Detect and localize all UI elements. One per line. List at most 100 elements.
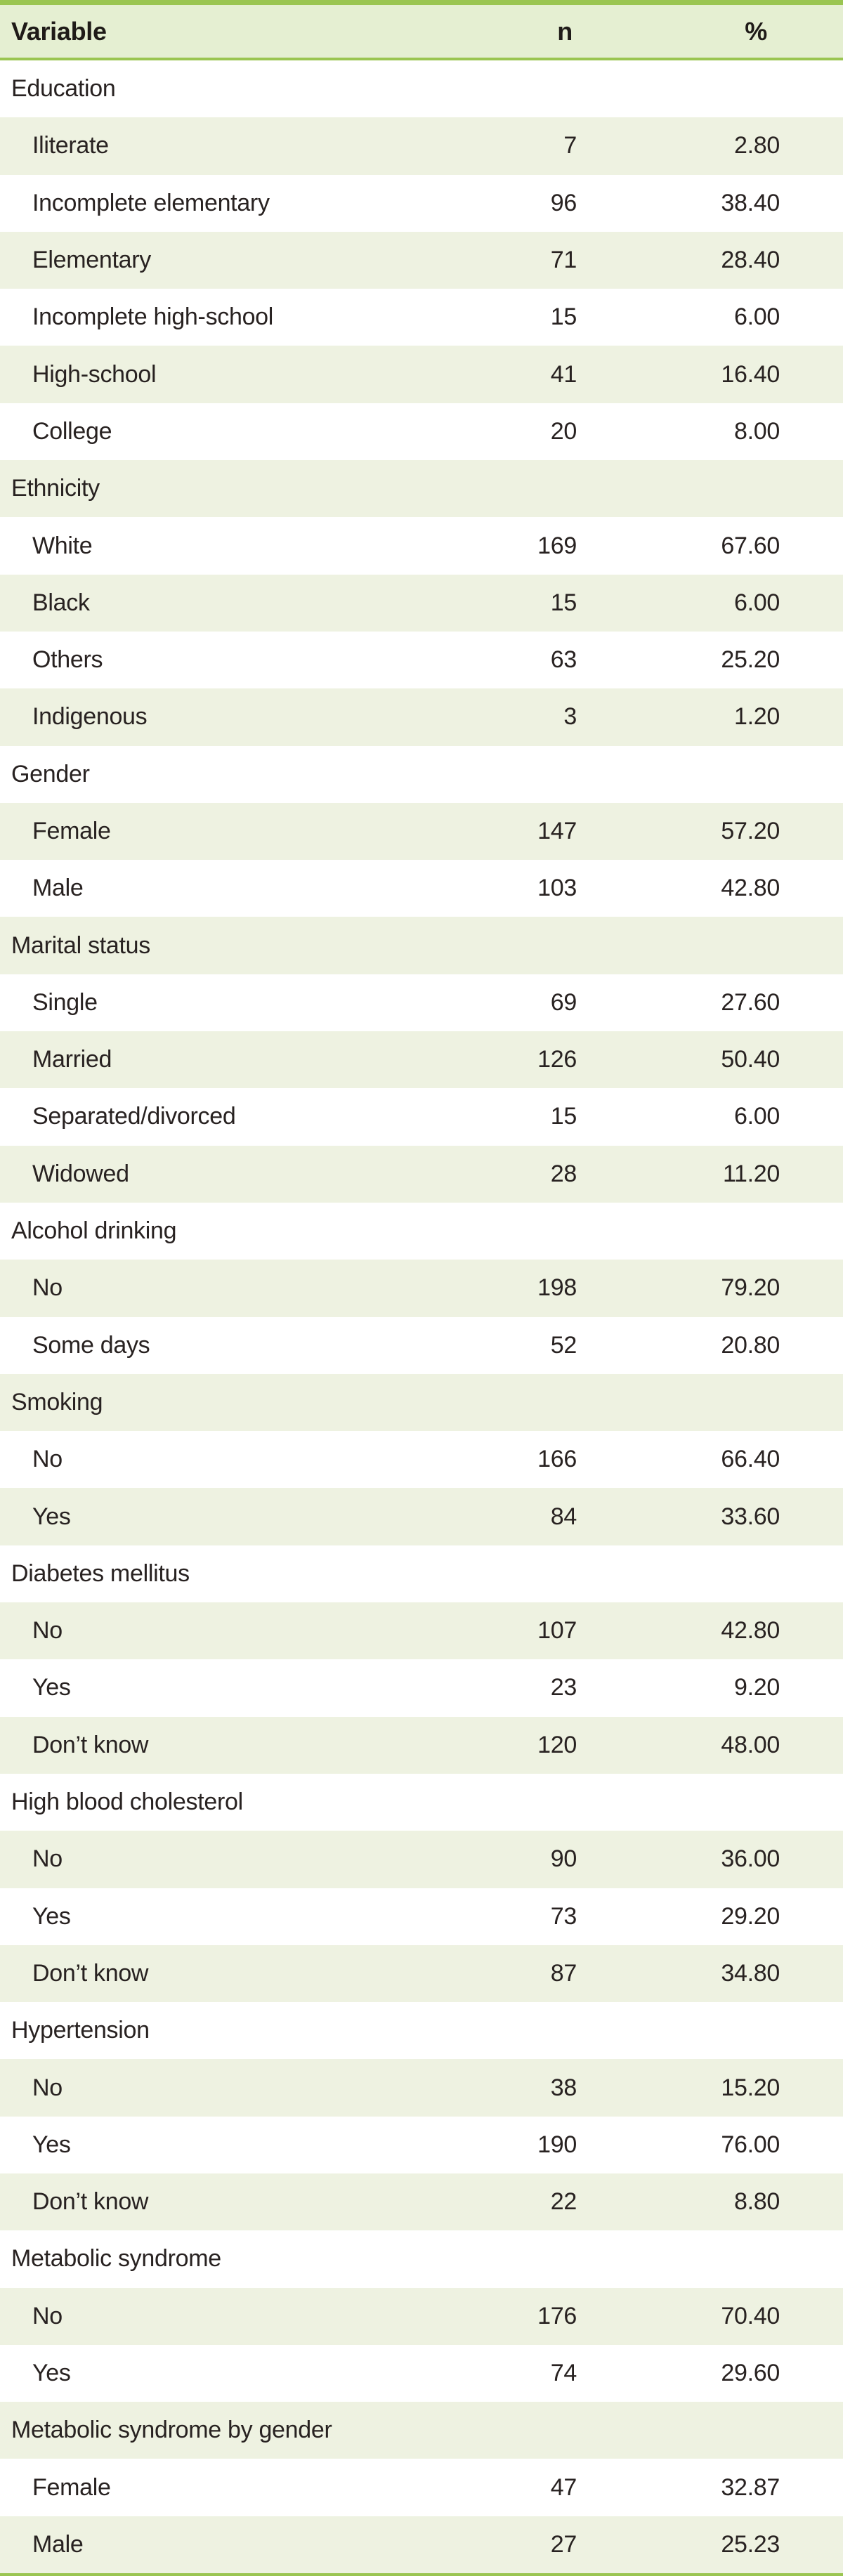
n-cell: 120 bbox=[537, 1731, 577, 1758]
section-label: Smoking bbox=[11, 1388, 103, 1416]
variable-cell: Male bbox=[32, 2530, 84, 2558]
variable-cell: Single bbox=[32, 988, 98, 1016]
table-row: White 169 67.60 bbox=[0, 517, 843, 575]
variable-cell: High-school bbox=[32, 360, 157, 388]
variable-cell: No bbox=[32, 1617, 63, 1645]
section-row: Smoking bbox=[0, 1373, 843, 1432]
table-row: Incomplete elementary 96 38.40 bbox=[0, 174, 843, 232]
variable-cell: Widowed bbox=[32, 1160, 129, 1187]
column-header-percent: % bbox=[745, 16, 767, 46]
section-row: Metabolic syndrome by gender bbox=[0, 2402, 843, 2459]
variable-cell: No bbox=[32, 1274, 63, 1302]
variable-cell: Incomplete elementary bbox=[32, 189, 270, 216]
percent-cell: 6.00 bbox=[734, 303, 780, 331]
n-cell: 190 bbox=[537, 2131, 577, 2158]
table-row: Male 27 25.23 bbox=[0, 2516, 843, 2574]
variable-cell: Yes bbox=[32, 2131, 71, 2158]
variable-cell: No bbox=[32, 2302, 63, 2329]
table-row: No 198 79.20 bbox=[0, 1260, 843, 1317]
table-row: No 176 70.40 bbox=[0, 2287, 843, 2345]
table-row: No 38 15.20 bbox=[0, 2059, 843, 2117]
variable-cell: Incomplete high-school bbox=[32, 303, 274, 331]
percent-cell: 11.20 bbox=[722, 1160, 780, 1187]
percent-cell: 16.40 bbox=[721, 360, 780, 388]
table-row: No 90 36.00 bbox=[0, 1831, 843, 1888]
percent-cell: 70.40 bbox=[721, 2302, 780, 2329]
table-row: No 107 42.80 bbox=[0, 1602, 843, 1660]
n-cell: 166 bbox=[537, 1446, 577, 1473]
n-cell: 28 bbox=[550, 1160, 577, 1187]
variable-cell: Iliterate bbox=[32, 132, 109, 159]
percent-cell: 42.80 bbox=[721, 875, 780, 902]
section-row: Ethnicity bbox=[0, 460, 843, 518]
column-header-n: n bbox=[557, 16, 573, 46]
n-cell: 22 bbox=[550, 2188, 577, 2216]
section-label: Marital status bbox=[11, 931, 150, 959]
n-cell: 84 bbox=[550, 1503, 577, 1530]
variable-cell: Black bbox=[32, 589, 90, 616]
n-cell: 15 bbox=[550, 1103, 577, 1130]
table-row: Female 47 32.87 bbox=[0, 2459, 843, 2516]
section-row: High blood cholesterol bbox=[0, 1773, 843, 1831]
percent-cell: 6.00 bbox=[734, 589, 780, 616]
percent-cell: 9.20 bbox=[734, 1674, 780, 1701]
n-cell: 90 bbox=[550, 1845, 577, 1873]
table-row: Widowed 28 11.20 bbox=[0, 1145, 843, 1203]
table-row: Don’t know 87 34.80 bbox=[0, 1944, 843, 2003]
percent-cell: 29.60 bbox=[721, 2360, 780, 2387]
percent-cell: 32.87 bbox=[721, 2473, 780, 2501]
column-header-variable: Variable bbox=[11, 16, 107, 46]
table-row: Others 63 25.20 bbox=[0, 631, 843, 689]
variable-cell: Married bbox=[32, 1046, 112, 1073]
section-label: Education bbox=[11, 75, 116, 103]
n-cell: 41 bbox=[550, 360, 577, 388]
table-row: Yes 190 76.00 bbox=[0, 2116, 843, 2173]
variable-cell: Elementary bbox=[32, 247, 151, 274]
section-row: Metabolic syndrome bbox=[0, 2230, 843, 2288]
table-row: No 166 66.40 bbox=[0, 1431, 843, 1489]
table-row: Single 69 27.60 bbox=[0, 974, 843, 1032]
percent-cell: 1.20 bbox=[734, 703, 780, 731]
section-row: Diabetes mellitus bbox=[0, 1545, 843, 1603]
table-row: High-school 41 16.40 bbox=[0, 346, 843, 403]
n-cell: 74 bbox=[550, 2360, 577, 2387]
variable-cell: Don’t know bbox=[32, 1731, 149, 1758]
table-row: Male 103 42.80 bbox=[0, 860, 843, 917]
n-cell: 107 bbox=[537, 1617, 577, 1645]
section-row: Gender bbox=[0, 745, 843, 803]
variable-cell: Yes bbox=[32, 1503, 71, 1530]
n-cell: 71 bbox=[550, 247, 577, 274]
percent-cell: 79.20 bbox=[721, 1274, 780, 1302]
table-body: Education Iliterate 7 2.80 Incomplete elemen… bbox=[0, 60, 843, 2574]
variable-cell: Female bbox=[32, 818, 111, 844]
percent-cell: 15.20 bbox=[721, 2074, 780, 2101]
variable-cell: White bbox=[32, 532, 93, 559]
percent-cell: 42.80 bbox=[721, 1617, 780, 1645]
n-cell: 198 bbox=[537, 1274, 577, 1302]
table-row: Black 15 6.00 bbox=[0, 574, 843, 632]
table-row: Elementary 71 28.40 bbox=[0, 231, 843, 289]
percent-cell: 27.60 bbox=[721, 988, 780, 1016]
table-row: College 20 8.00 bbox=[0, 403, 843, 461]
n-cell: 7 bbox=[563, 132, 577, 159]
percent-cell: 34.80 bbox=[721, 1959, 780, 1987]
percent-cell: 38.40 bbox=[721, 189, 780, 216]
section-label: High blood cholesterol bbox=[11, 1789, 243, 1816]
variable-cell: Others bbox=[32, 646, 103, 674]
n-cell: 47 bbox=[550, 2473, 577, 2501]
variable-cell: Don’t know bbox=[32, 1959, 149, 1987]
percent-cell: 29.20 bbox=[721, 1902, 780, 1930]
n-cell: 15 bbox=[550, 589, 577, 616]
section-label: Alcohol drinking bbox=[11, 1217, 177, 1245]
variable-cell: Female bbox=[32, 2473, 111, 2501]
section-row: Marital status bbox=[0, 917, 843, 974]
percent-cell: 66.40 bbox=[721, 1446, 780, 1473]
section-row: Hypertension bbox=[0, 2002, 843, 2060]
table-row: Yes 84 33.60 bbox=[0, 1488, 843, 1545]
n-cell: 3 bbox=[563, 703, 577, 731]
percent-cell: 6.00 bbox=[734, 1103, 780, 1130]
variable-cell: Indigenous bbox=[32, 703, 148, 731]
section-label: Metabolic syndrome bbox=[11, 2245, 221, 2273]
